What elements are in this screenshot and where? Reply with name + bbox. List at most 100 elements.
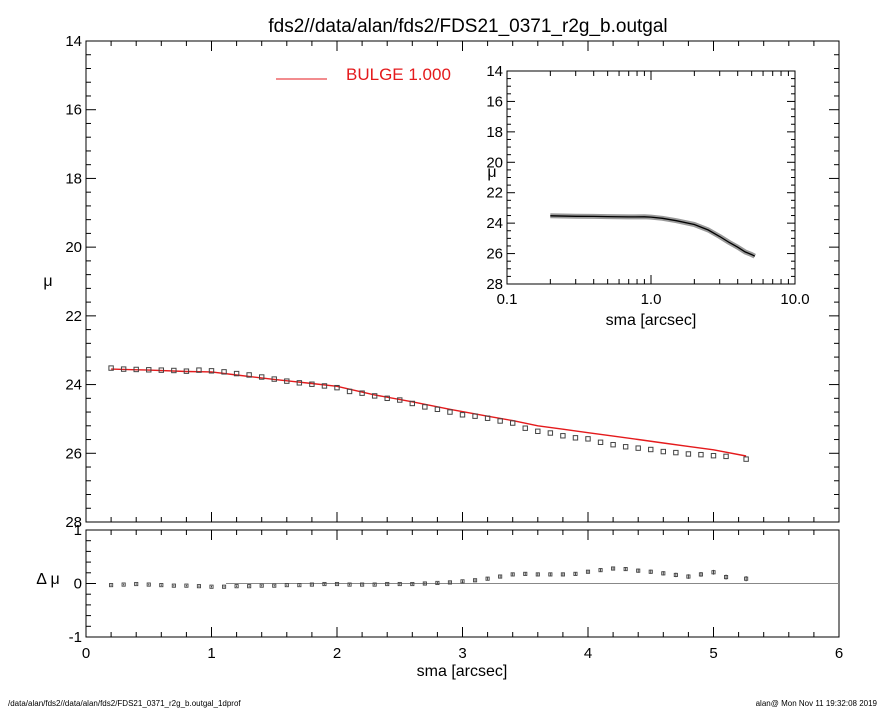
main-data-point — [259, 374, 265, 380]
residual-data-point — [159, 583, 164, 588]
residual-data-point — [698, 572, 703, 577]
main-data-point — [673, 449, 679, 456]
main-data-point — [723, 453, 729, 460]
residual-data-point — [385, 581, 390, 587]
inset-y-tick-label: 16 — [486, 93, 503, 110]
main-data-point — [371, 393, 378, 399]
main-y-tick-label: 22 — [65, 308, 82, 325]
main-y-tick-label: 20 — [65, 239, 82, 256]
main-y-tick-label: 14 — [65, 33, 82, 50]
model-curve-line — [111, 368, 747, 457]
residual-y-tick-label: 1 — [74, 522, 82, 539]
main-y-tick-label: 28 — [65, 514, 82, 531]
residual-data-point — [535, 572, 540, 577]
residual-data-point — [724, 575, 729, 580]
inset-x-tick-label: 1.0 — [641, 291, 662, 308]
main-data-point — [660, 448, 666, 455]
residual-y-axis-label: Δ μ — [36, 571, 59, 588]
inset-x-axis: 0.1 1.0 10.0 — [497, 71, 810, 308]
residual-data-point — [636, 568, 641, 573]
main-data-point — [635, 445, 641, 451]
residual-data-point — [585, 569, 591, 574]
residual-y-axis: -1 0 1 — [69, 522, 839, 646]
main-data-point — [743, 456, 749, 462]
main-data-point — [246, 372, 252, 378]
main-data-point — [497, 418, 503, 424]
main-data-point — [510, 420, 516, 426]
inset-y-tick-label: 18 — [486, 124, 503, 141]
main-y-axis-label: μ — [43, 273, 52, 290]
main-data-point — [698, 451, 704, 458]
inset-y-axis: 14 16 18 20 22 24 26 28 — [486, 63, 795, 293]
residual-data-point — [548, 572, 553, 577]
main-data-point — [133, 366, 139, 373]
main-y-tick-label: 26 — [65, 445, 82, 462]
residual-data-point — [272, 583, 277, 588]
main-data-point — [397, 397, 403, 403]
x-axis-label: sma [arcsec] — [417, 663, 508, 680]
residual-data-point — [247, 584, 252, 589]
main-data-point — [171, 367, 177, 374]
residual-data-point — [284, 583, 289, 588]
inset-x-tick-label: 10.0 — [780, 291, 809, 308]
main-data-point — [459, 412, 466, 418]
residual-data-point — [648, 569, 653, 574]
residual-data-point — [347, 582, 352, 587]
main-data-point — [309, 381, 315, 387]
main-data-point — [472, 413, 478, 419]
footer-file-path: /data/alan/fds2//data/alan/fds2/FDS21_03… — [8, 699, 241, 708]
residual-data-point — [221, 584, 227, 589]
residual-data-point — [259, 583, 264, 588]
residual-data-point — [360, 582, 365, 587]
main-data-point — [208, 368, 215, 374]
main-data-point — [334, 384, 340, 391]
main-data-point — [572, 435, 579, 441]
residual-data-point — [611, 566, 616, 571]
inset-panel-frame — [506, 70, 796, 285]
x-tick-label: 6 — [835, 645, 843, 662]
residual-data-point — [146, 582, 151, 587]
main-data-points — [108, 365, 749, 462]
main-y-tick-label: 18 — [65, 170, 82, 187]
main-data-point — [346, 388, 353, 395]
main-data-point — [108, 365, 114, 371]
footer-timestamp: alan@ Mon Nov 11 19:32:08 2019 — [756, 699, 878, 708]
residual-x-axis: 0 1 2 3 4 5 6 — [82, 530, 843, 662]
main-y-tick-label: 24 — [65, 377, 82, 394]
residual-data-point — [184, 583, 189, 588]
inset-y-tick-label: 26 — [486, 246, 503, 263]
residual-data-point — [397, 581, 402, 587]
residual-data-point — [435, 580, 440, 586]
main-data-point — [547, 430, 554, 436]
residual-data-point — [623, 567, 628, 572]
inset-y-tick-label: 28 — [486, 276, 503, 293]
main-data-point — [384, 395, 390, 402]
main-data-point — [158, 367, 165, 373]
main-data-point — [120, 366, 127, 372]
residual-y-tick-label: 0 — [74, 576, 82, 593]
main-data-point — [284, 378, 290, 384]
main-data-point — [321, 383, 328, 389]
residual-data-point — [485, 576, 490, 581]
main-data-point — [296, 380, 303, 386]
main-data-point — [183, 368, 190, 374]
residual-data-point — [410, 581, 415, 587]
x-tick-label: 2 — [333, 645, 341, 662]
main-data-point — [447, 409, 453, 415]
main-data-point — [221, 369, 227, 375]
inset-x-axis-label: sma [arcsec] — [606, 312, 697, 329]
residual-data-point — [498, 574, 503, 579]
main-data-point — [585, 436, 591, 442]
residual-data-point — [134, 581, 139, 587]
residual-y-tick-label: -1 — [69, 629, 82, 646]
residual-data-point — [510, 572, 515, 577]
main-data-point — [622, 444, 629, 450]
residual-data-point — [109, 583, 114, 588]
main-data-point — [648, 446, 654, 453]
main-data-point — [610, 441, 616, 448]
inset-x-tick-label: 0.1 — [497, 291, 518, 308]
main-y-axis: 14 16 18 20 22 24 26 28 — [65, 33, 839, 531]
residual-data-point — [573, 571, 578, 576]
residual-data-point — [661, 571, 666, 576]
